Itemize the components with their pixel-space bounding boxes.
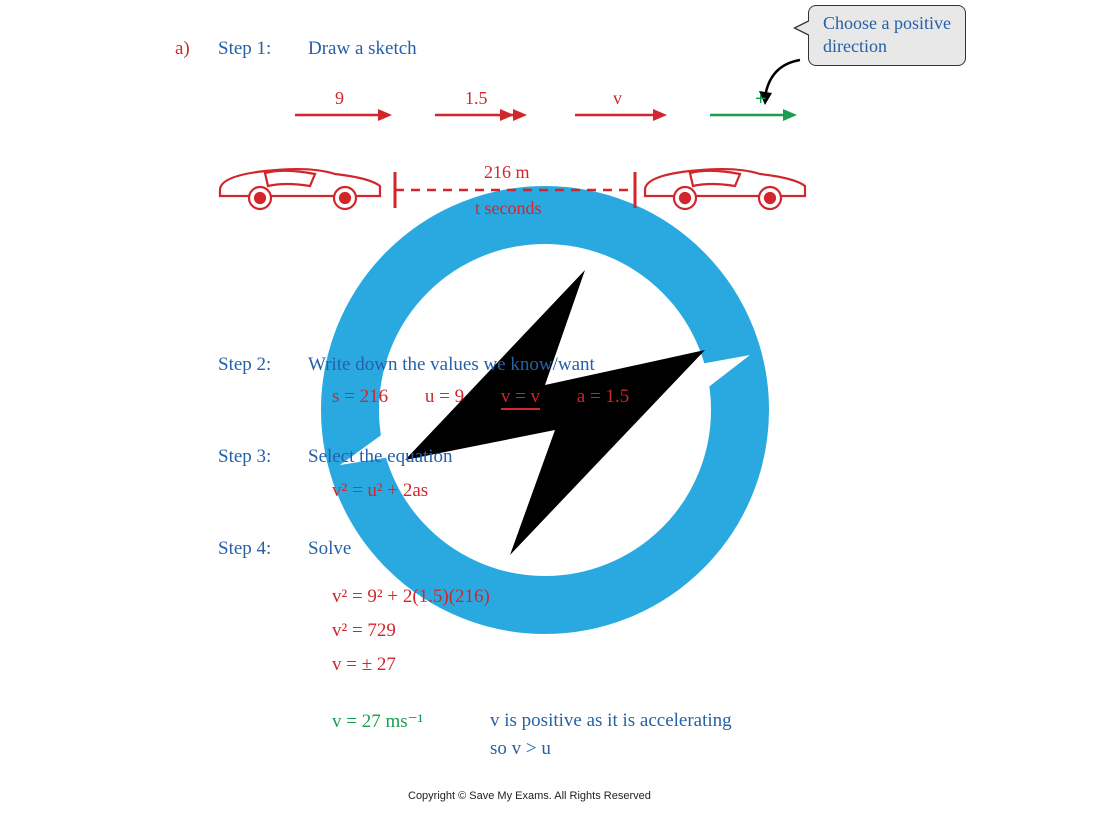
step2-text: Write down the values we know/want	[308, 354, 595, 376]
step4-label: Step 4:	[218, 538, 271, 560]
part-label: a)	[175, 38, 190, 60]
step3-text: Select the equation	[308, 446, 453, 468]
val-v: v = v	[501, 386, 540, 410]
distance-label: 216 m	[484, 162, 530, 183]
callout-line2: direction	[823, 35, 951, 58]
step1-text: Draw a sketch	[308, 38, 417, 60]
solve-l1: v² = 9² + 2(1.5)(216)	[332, 586, 490, 608]
v-arrow-label: v	[613, 88, 622, 109]
u-arrow-label: 9	[335, 88, 344, 109]
step3-label: Step 3:	[218, 446, 271, 468]
a-arrow-label: 1.5	[465, 88, 488, 109]
step2-label: Step 2:	[218, 354, 271, 376]
val-u: u = 9	[425, 386, 464, 407]
val-a: a = 1.5	[577, 386, 629, 407]
callout-box: Choose a positive direction	[808, 5, 966, 66]
equation: v² = u² + 2as	[332, 480, 428, 502]
answer-value: v = 27 ms⁻¹	[332, 710, 423, 733]
copyright-text: Copyright © Save My Exams. All Rights Re…	[408, 790, 651, 802]
solve-l3: v = ± 27	[332, 654, 396, 676]
time-label: t seconds	[475, 198, 542, 219]
val-s: s = 216	[332, 386, 388, 407]
answer-reason-l1: v is positive as it is accelerating	[490, 710, 732, 732]
callout-line1: Choose a positive	[823, 12, 951, 35]
plus-label: +	[755, 88, 766, 111]
step4-text: Solve	[308, 538, 351, 560]
solve-l2: v² = 729	[332, 620, 396, 642]
watermark-logo	[310, 175, 780, 645]
answer-reason-l2: so v > u	[490, 738, 551, 760]
step1-label: Step 1:	[218, 38, 271, 60]
